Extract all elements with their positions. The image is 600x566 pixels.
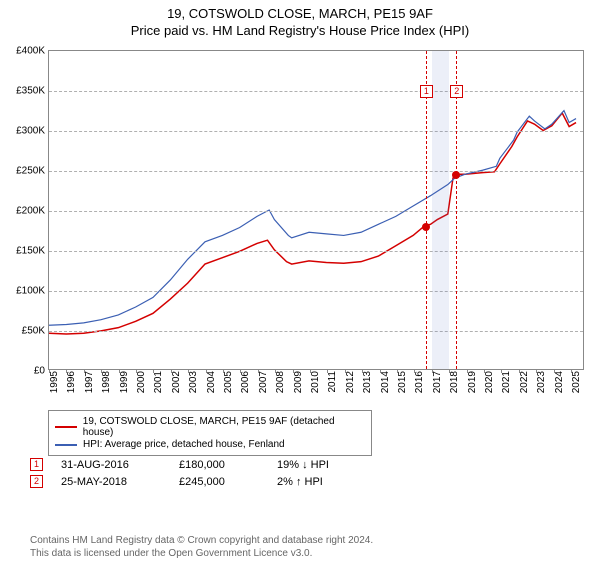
legend-item: 19, COTSWOLD CLOSE, MARCH, PE15 9AF (det… (55, 416, 365, 438)
x-axis-label: 2024 (554, 371, 565, 393)
transaction-date: 25-MAY-2018 (61, 476, 161, 488)
x-axis-label: 1995 (49, 371, 60, 393)
x-axis-label: 2004 (206, 371, 217, 393)
x-axis-label: 2002 (171, 371, 182, 393)
x-axis-label: 2023 (536, 371, 547, 393)
transaction-dot (452, 171, 460, 179)
x-axis-label: 1997 (84, 371, 95, 393)
legend-label: HPI: Average price, detached house, Fenl… (83, 439, 285, 450)
transaction-date: 31-AUG-2016 (61, 459, 161, 471)
transaction-marker-box: 1 (420, 85, 433, 98)
transaction-price: £180,000 (179, 459, 259, 471)
transaction-marker-box: 2 (30, 475, 43, 488)
transaction-vline (456, 51, 457, 369)
y-gridline (49, 291, 583, 292)
x-axis-label: 2022 (519, 371, 530, 393)
y-gridline (49, 251, 583, 252)
y-axis-label: £200K (16, 206, 45, 217)
x-axis-label: 2011 (327, 371, 338, 393)
x-axis-label: 2003 (188, 371, 199, 393)
legend-swatch (55, 444, 77, 446)
y-gridline (49, 331, 583, 332)
transaction-pct: 19% ↓ HPI (277, 459, 367, 471)
y-gridline (49, 211, 583, 212)
x-axis-label: 2000 (136, 371, 147, 393)
x-axis-label: 2020 (484, 371, 495, 393)
chart-title-line2: Price paid vs. HM Land Registry's House … (0, 23, 600, 38)
transaction-marker-box: 1 (30, 458, 43, 471)
transaction-pct: 2% ↑ HPI (277, 476, 367, 488)
transaction-marker-box: 2 (450, 85, 463, 98)
legend-swatch (55, 426, 77, 428)
x-axis-label: 2009 (293, 371, 304, 393)
x-axis-label: 2019 (467, 371, 478, 393)
y-axis-label: £50K (22, 326, 45, 337)
shade-span (432, 51, 449, 369)
x-axis-label: 2005 (223, 371, 234, 393)
x-axis-label: 2016 (414, 371, 425, 393)
x-axis-label: 2018 (449, 371, 460, 393)
y-gridline (49, 91, 583, 92)
x-axis-label: 1998 (101, 371, 112, 393)
footer-line2: This data is licensed under the Open Gov… (30, 547, 373, 560)
x-axis-label: 2001 (153, 371, 164, 393)
price-chart: £0£50K£100K£150K£200K£250K£300K£350K£400… (48, 50, 584, 370)
y-gridline (49, 171, 583, 172)
legend: 19, COTSWOLD CLOSE, MARCH, PE15 9AF (det… (48, 410, 372, 456)
transaction-vline (426, 51, 427, 369)
series-line-blue (49, 111, 576, 326)
chart-lines-svg (49, 51, 583, 369)
y-axis-label: £0 (34, 366, 45, 377)
footer-attribution: Contains HM Land Registry data © Crown c… (30, 534, 373, 560)
transaction-dot (422, 223, 430, 231)
x-axis-label: 2008 (275, 371, 286, 393)
x-axis-label: 2025 (571, 371, 582, 393)
x-axis-label: 2017 (432, 371, 443, 393)
legend-item: HPI: Average price, detached house, Fenl… (55, 439, 365, 450)
x-axis-label: 2014 (380, 371, 391, 393)
legend-label: 19, COTSWOLD CLOSE, MARCH, PE15 9AF (det… (83, 416, 365, 438)
y-gridline (49, 131, 583, 132)
y-axis-label: £400K (16, 46, 45, 57)
footer-line1: Contains HM Land Registry data © Crown c… (30, 534, 373, 547)
y-axis-label: £350K (16, 86, 45, 97)
x-axis-label: 2021 (501, 371, 512, 393)
x-axis-label: 2010 (310, 371, 321, 393)
transactions-table: 1 31-AUG-2016 £180,000 19% ↓ HPI 2 25-MAY-201… (30, 454, 367, 492)
y-axis-label: £150K (16, 246, 45, 257)
transaction-row: 2 25-MAY-2018 £245,000 2% ↑ HPI (30, 475, 367, 488)
x-axis-label: 2012 (345, 371, 356, 393)
y-axis-label: £300K (16, 126, 45, 137)
transaction-row: 1 31-AUG-2016 £180,000 19% ↓ HPI (30, 458, 367, 471)
transaction-price: £245,000 (179, 476, 259, 488)
x-axis-label: 2006 (240, 371, 251, 393)
chart-title-line1: 19, COTSWOLD CLOSE, MARCH, PE15 9AF (0, 6, 600, 21)
x-axis-label: 2015 (397, 371, 408, 393)
x-axis-label: 2007 (258, 371, 269, 393)
series-line-red (49, 113, 576, 334)
y-axis-label: £100K (16, 286, 45, 297)
x-axis-label: 1999 (119, 371, 130, 393)
x-axis-label: 1996 (66, 371, 77, 393)
x-axis-label: 2013 (362, 371, 373, 393)
y-axis-label: £250K (16, 166, 45, 177)
